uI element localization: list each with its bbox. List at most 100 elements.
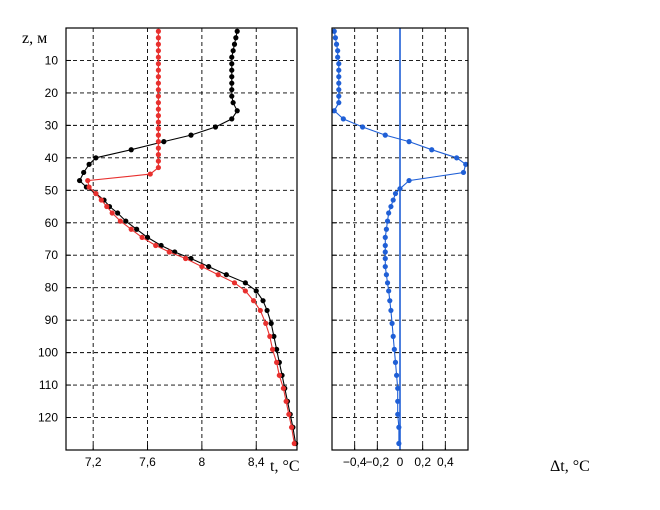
data-point-left-0: [260, 298, 266, 304]
data-point-right-0: [336, 87, 342, 93]
data-point-right-0: [386, 288, 392, 294]
data-point-right-0: [383, 272, 389, 278]
data-point-left-0: [268, 320, 274, 326]
data-point-right-0: [360, 124, 366, 130]
data-point-left-1: [257, 307, 263, 314]
data-point-left-1: [250, 298, 257, 304]
plot-frame-left: [65, 27, 298, 451]
data-point-right-0: [396, 440, 402, 447]
data-point-left-0: [229, 93, 235, 99]
y-tick-label: 30: [45, 118, 59, 132]
data-point-right-0: [388, 307, 394, 314]
data-point-right-0: [389, 320, 395, 326]
data-point-right-0: [395, 411, 401, 417]
data-point-left-1: [86, 184, 92, 190]
data-point-right-0: [387, 298, 393, 304]
data-point-left-0: [234, 28, 240, 34]
data-point-right-0: [332, 35, 338, 41]
x-tick-label-right: 0: [397, 455, 404, 469]
data-point-left-0: [229, 67, 235, 73]
data-point-right-0: [336, 80, 342, 86]
data-point-right-0: [460, 169, 467, 176]
y-tick-label: 100: [38, 346, 58, 360]
data-point-left-0: [188, 132, 194, 138]
data-point-left-1: [155, 48, 161, 54]
data-point-left-1: [155, 158, 161, 164]
data-point-left-0: [233, 35, 239, 41]
data-point-left-1: [153, 242, 159, 249]
y-axis-label: z, м: [22, 30, 47, 47]
data-point-right-0: [397, 186, 403, 192]
y-tick-label: 50: [45, 183, 59, 197]
data-point-right-0: [454, 155, 460, 161]
data-point-left-1: [166, 249, 172, 255]
x-tick-label-left: 7,2: [85, 455, 102, 469]
x-tick-label-left: 8,4: [248, 455, 265, 469]
data-point-left-0: [234, 108, 240, 114]
x-tick-label-right: −0,4: [343, 455, 367, 469]
data-point-right-0: [392, 359, 399, 365]
data-point-left-0: [81, 169, 87, 176]
data-point-left-1: [155, 145, 161, 151]
y-tick-label: 110: [39, 378, 58, 392]
plot-frame-right: [331, 27, 469, 451]
data-point-left-1: [288, 424, 295, 430]
data-point-left-1: [155, 106, 161, 112]
data-point-right-0: [382, 263, 388, 270]
data-point-left-0: [115, 210, 121, 216]
data-point-left-1: [155, 113, 161, 119]
data-point-left-0: [229, 87, 235, 93]
data-point-left-0: [206, 263, 212, 270]
data-point-left-1: [274, 359, 280, 365]
data-point-left-0: [264, 307, 270, 314]
x-axis-label-right: Δt, °C: [550, 458, 590, 475]
data-point-right-0: [392, 190, 399, 197]
data-point-left-0: [134, 226, 140, 232]
data-point-left-1: [199, 263, 205, 270]
y-tick-label: 10: [45, 53, 59, 67]
y-tick-label: 40: [45, 151, 59, 165]
data-point-left-1: [155, 35, 161, 41]
data-point-left-0: [229, 80, 235, 86]
data-point-right-0: [406, 139, 412, 145]
data-point-left-1: [269, 346, 276, 352]
data-point-left-1: [85, 177, 91, 184]
data-point-left-1: [182, 255, 189, 262]
data-point-left-1: [215, 272, 221, 278]
data-point-left-1: [93, 190, 99, 197]
data-point-left-1: [286, 411, 292, 417]
data-point-left-0: [123, 218, 129, 224]
data-point-right-0: [336, 61, 342, 67]
data-point-left-0: [128, 147, 134, 153]
data-point-right-0: [384, 218, 391, 224]
data-point-left-1: [155, 152, 161, 158]
data-point-right-0: [331, 28, 337, 34]
data-point-left-1: [155, 67, 161, 73]
data-point-right-0: [333, 41, 340, 47]
data-point-left-0: [229, 54, 235, 60]
data-point-left-0: [242, 280, 248, 286]
x-tick-label-right: −0,2: [365, 455, 389, 469]
data-point-left-0: [274, 346, 280, 352]
data-point-left-1: [155, 61, 161, 67]
y-tick-label: 20: [45, 86, 59, 100]
data-point-left-0: [158, 242, 164, 249]
data-point-right-0: [382, 234, 388, 240]
data-point-left-0: [231, 41, 238, 47]
data-point-right-0: [386, 210, 392, 216]
data-point-left-1: [155, 87, 161, 93]
data-point-right-0: [382, 242, 388, 249]
data-point-right-0: [406, 177, 412, 184]
data-point-left-0: [223, 272, 229, 278]
y-tick-label: 80: [45, 281, 59, 295]
data-point-left-1: [128, 226, 134, 232]
data-point-right-0: [388, 203, 394, 210]
data-point-left-1: [117, 218, 123, 224]
data-point-left-1: [155, 54, 161, 60]
data-point-left-1: [155, 74, 161, 80]
data-point-left-0: [271, 333, 277, 339]
data-point-right-0: [336, 100, 342, 106]
data-point-left-1: [155, 93, 161, 99]
data-point-right-0: [382, 249, 388, 255]
